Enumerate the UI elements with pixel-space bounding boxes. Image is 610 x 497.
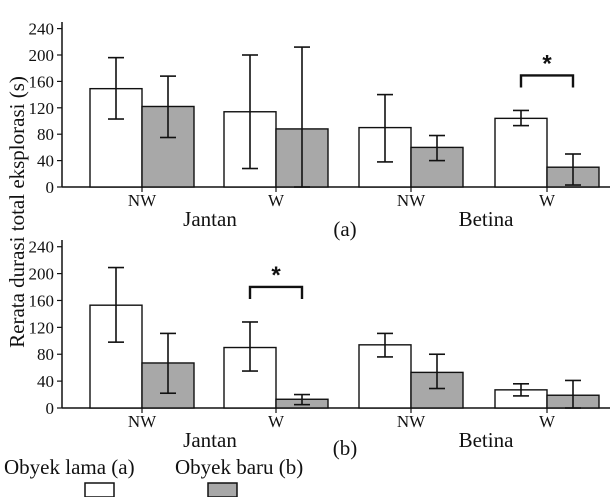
y-tick-label: 80 <box>37 345 54 364</box>
x-tick-label-w: W <box>539 191 556 210</box>
chart-panel-b: 0 40 80 120 160 200 240 NW W NW W Jantan Betina (b) * <box>29 238 610 460</box>
significance-star: * <box>542 50 552 77</box>
legend-label-series-b: Obyek baru (b) <box>175 455 303 479</box>
group-label-jantan: Jantan <box>183 428 237 452</box>
y-tick-label: 200 <box>29 265 55 284</box>
group-label-betina: Betina <box>459 428 514 452</box>
significance-star: * <box>271 262 281 289</box>
x-tick-label-w: W <box>539 412 556 431</box>
y-tick-label: 0 <box>46 399 55 418</box>
legend-label-series-a: Obyek lama (a) <box>4 455 135 479</box>
y-axis-label: Rerata durasi total eksplorasi (s) <box>5 76 29 348</box>
chart-panel-a: 0 40 80 120 160 200 240 NW W NW W Jantan Betina (a) * <box>29 20 610 241</box>
significance-bracket <box>519 74 575 88</box>
y-tick-label: 240 <box>29 20 55 39</box>
x-tick-label-nw: NW <box>128 191 157 210</box>
significance-bracket <box>248 285 304 299</box>
x-tick-label-nw: NW <box>397 191 426 210</box>
y-tick-label: 120 <box>29 318 55 337</box>
legend-swatch-series-b <box>207 482 238 497</box>
x-tick-label-nw: NW <box>128 412 157 431</box>
x-tick-label-w: W <box>268 412 285 431</box>
group-label-betina: Betina <box>459 207 514 231</box>
y-tick-label: 40 <box>37 372 54 391</box>
panel-label: (a) <box>333 217 356 241</box>
y-tick-label: 120 <box>29 99 55 118</box>
y-tick-label: 160 <box>29 72 55 91</box>
legend-swatch-series-a <box>84 482 115 497</box>
x-tick-label-nw: NW <box>397 412 426 431</box>
bar-series-a-w <box>494 117 548 188</box>
y-tick-label: 40 <box>37 152 54 171</box>
group-label-jantan: Jantan <box>183 207 237 231</box>
y-tick-label: 80 <box>37 125 54 144</box>
x-tick-label-w: W <box>268 191 285 210</box>
panel-label: (b) <box>333 436 358 460</box>
y-tick-label: 0 <box>46 178 55 197</box>
y-tick-label: 200 <box>29 46 55 65</box>
y-tick-label: 160 <box>29 291 55 310</box>
y-tick-label: 240 <box>29 238 55 257</box>
